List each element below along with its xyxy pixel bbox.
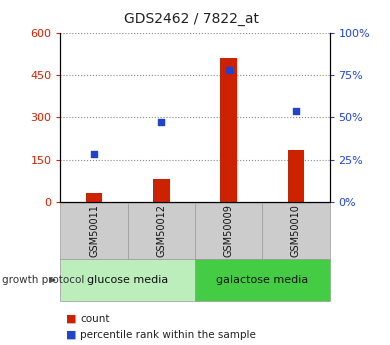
Text: count: count [80, 314, 110, 324]
Text: percentile rank within the sample: percentile rank within the sample [80, 330, 256, 339]
Point [91, 152, 97, 157]
Point [225, 67, 232, 73]
Text: GSM50012: GSM50012 [156, 204, 167, 257]
Text: ■: ■ [66, 314, 77, 324]
Bar [153, 179, 170, 202]
Text: GSM50011: GSM50011 [89, 204, 99, 257]
Text: galactose media: galactose media [216, 275, 308, 285]
Bar [220, 58, 237, 202]
Point [158, 120, 165, 125]
Text: GSM50010: GSM50010 [291, 204, 301, 257]
Bar [86, 193, 103, 202]
Point [293, 108, 299, 113]
Bar [287, 150, 304, 202]
Text: ■: ■ [66, 330, 77, 339]
FancyArrowPatch shape [50, 278, 54, 282]
Text: GDS2462 / 7822_at: GDS2462 / 7822_at [124, 12, 259, 26]
Text: growth protocol: growth protocol [2, 275, 84, 285]
Text: glucose media: glucose media [87, 275, 168, 285]
Text: GSM50009: GSM50009 [223, 204, 234, 257]
